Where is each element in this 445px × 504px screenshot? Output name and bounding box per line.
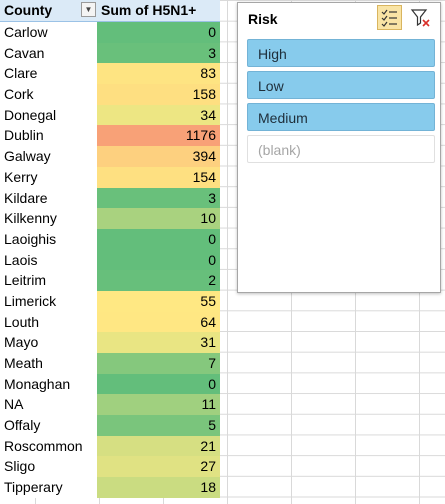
pivot-table: County ▼ Sum of H5N1+ Carlow 0 Cavan 3 Clare…	[0, 0, 220, 498]
table-row: Laois 0	[0, 249, 220, 271]
risk-slicer[interactable]: Risk High Low Medium (blank)	[237, 2, 441, 293]
sum-cell[interactable]: 0	[97, 228, 220, 250]
county-cell[interactable]: Offaly	[0, 415, 97, 436]
sum-header[interactable]: Sum of H5N1+	[101, 2, 197, 18]
table-row: Meath 7	[0, 353, 220, 374]
county-cell[interactable]: Kerry	[0, 166, 97, 188]
pivot-rows: Carlow 0 Cavan 3 Clare 83 Cork 158 Donegal 34 Dubl…	[0, 22, 220, 498]
sum-cell[interactable]: 158	[97, 84, 220, 105]
sum-cell[interactable]: 154	[97, 166, 220, 188]
sum-cell[interactable]: 5	[97, 415, 220, 436]
clear-filter-icon[interactable]	[408, 5, 433, 30]
county-cell[interactable]: Louth	[0, 311, 97, 333]
table-row: Tipperary 18	[0, 477, 220, 498]
county-cell[interactable]: Carlow	[0, 22, 97, 43]
slicer-item-blank[interactable]: (blank)	[247, 135, 435, 163]
table-row: NA 11	[0, 394, 220, 416]
table-row: Sligo 27	[0, 456, 220, 478]
county-cell[interactable]: Cork	[0, 84, 97, 105]
county-header[interactable]: County ▼	[0, 0, 97, 21]
county-cell[interactable]: Meath	[0, 353, 97, 374]
table-row: Dublin 1176	[0, 125, 220, 147]
sum-cell[interactable]: 34	[97, 104, 220, 126]
sum-cell[interactable]: 2	[97, 270, 220, 291]
table-row: Laoighis 0	[0, 228, 220, 250]
sum-cell[interactable]: 55	[97, 290, 220, 312]
table-row: Mayo 31	[0, 332, 220, 353]
sum-cell[interactable]: 3	[97, 187, 220, 209]
county-cell[interactable]: Leitrim	[0, 270, 97, 291]
county-cell[interactable]: Mayo	[0, 332, 97, 353]
sum-cell[interactable]: 31	[97, 332, 220, 353]
filter-dropdown-icon[interactable]: ▼	[81, 2, 96, 17]
county-cell[interactable]: Cavan	[0, 42, 97, 64]
pivot-header-row: County ▼ Sum of H5N1+	[0, 0, 220, 22]
sum-cell[interactable]: 0	[97, 373, 220, 395]
county-cell[interactable]: NA	[0, 394, 97, 416]
county-cell[interactable]: Tipperary	[0, 477, 97, 498]
county-cell[interactable]: Sligo	[0, 456, 97, 478]
sum-cell[interactable]: 83	[97, 63, 220, 85]
table-row: Cork 158	[0, 84, 220, 105]
table-row: Cavan 3	[0, 42, 220, 64]
county-cell[interactable]: Donegal	[0, 104, 97, 126]
county-cell[interactable]: Laois	[0, 249, 97, 271]
slicer-title: Risk	[248, 11, 278, 27]
sum-cell[interactable]: 0	[97, 22, 220, 43]
sum-cell[interactable]: 7	[97, 353, 220, 374]
county-header-label: County	[4, 2, 53, 18]
county-cell[interactable]: Limerick	[0, 290, 97, 312]
sum-cell[interactable]: 1176	[97, 125, 220, 147]
table-row: Carlow 0	[0, 22, 220, 43]
county-cell[interactable]: Monaghan	[0, 373, 97, 395]
table-row: Kilkenny 10	[0, 208, 220, 229]
sum-cell[interactable]: 64	[97, 311, 220, 333]
table-row: Limerick 55	[0, 290, 220, 312]
slicer-item-low[interactable]: Low	[247, 71, 435, 99]
table-row: Kildare 3	[0, 187, 220, 209]
table-row: Offaly 5	[0, 415, 220, 436]
table-row: Roscommon 21	[0, 435, 220, 457]
sum-cell[interactable]: 11	[97, 394, 220, 416]
county-cell[interactable]: Clare	[0, 63, 97, 85]
sum-cell[interactable]: 21	[97, 435, 220, 457]
table-row: Kerry 154	[0, 166, 220, 188]
table-row: Louth 64	[0, 311, 220, 333]
sum-cell[interactable]: 3	[97, 42, 220, 64]
slicer-item-high[interactable]: High	[247, 39, 435, 67]
sum-cell[interactable]: 10	[97, 208, 220, 229]
county-cell[interactable]: Dublin	[0, 125, 97, 147]
slicer-item-medium[interactable]: Medium	[247, 103, 435, 131]
table-row: Galway 394	[0, 146, 220, 167]
county-cell[interactable]: Kilkenny	[0, 208, 97, 229]
sum-cell[interactable]: 27	[97, 456, 220, 478]
sum-cell[interactable]: 0	[97, 249, 220, 271]
table-row: Leitrim 2	[0, 270, 220, 291]
table-row: Monaghan 0	[0, 373, 220, 395]
sum-cell[interactable]: 394	[97, 146, 220, 167]
county-cell[interactable]: Roscommon	[0, 435, 97, 457]
table-row: Donegal 34	[0, 104, 220, 126]
county-cell[interactable]: Galway	[0, 146, 97, 167]
county-cell[interactable]: Laoighis	[0, 228, 97, 250]
county-cell[interactable]: Kildare	[0, 187, 97, 209]
table-row: Clare 83	[0, 63, 220, 85]
sum-cell[interactable]: 18	[97, 477, 220, 498]
multi-select-icon[interactable]	[377, 5, 402, 30]
